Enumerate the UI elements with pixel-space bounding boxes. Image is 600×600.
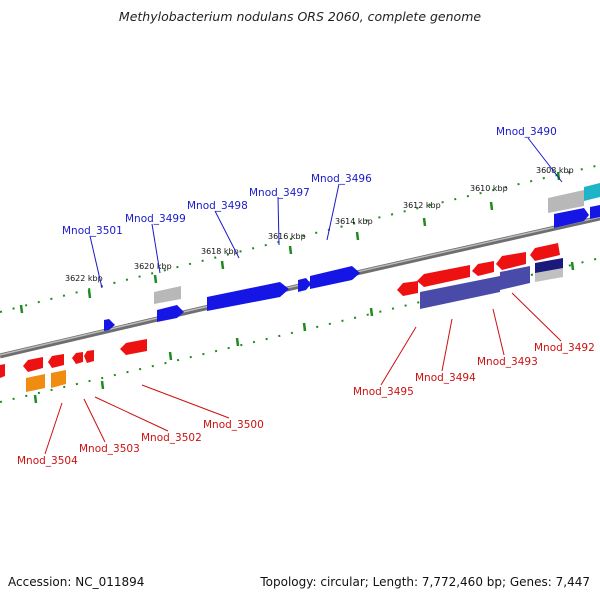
gene-label-mnod-3493[interactable]: Mnod_3493 [477,356,538,368]
gene-label-mnod-3502[interactable]: Mnod_3502 [141,432,202,444]
gene-feature[interactable] [554,208,589,228]
scale-label-3612: 3612 kbp [403,201,441,210]
gene-label-mnod-3492[interactable]: Mnod_3492 [534,342,595,354]
gene-label-mnod-3498[interactable]: Mnod_3498 [187,200,248,212]
gene-label-mnod-3497[interactable]: Mnod_3497 [249,187,310,199]
gene-feature[interactable] [104,319,115,331]
gene-feature[interactable] [472,261,494,276]
gene-feature[interactable] [84,350,94,363]
gene-feature[interactable] [298,278,311,292]
gene-label-mnod-3494[interactable]: Mnod_3494 [415,372,476,384]
gene-label-mnod-3500[interactable]: Mnod_3500 [203,419,264,431]
gene-feature[interactable] [590,205,600,219]
gene-feature[interactable] [23,357,43,372]
gene-feature[interactable] [207,282,289,311]
scale-label-3610: 3610 kbp [470,184,508,193]
forward-gene-labels: Mnod_3490 Mnod_3496 Mnod_3497 Mnod_3498 … [62,126,557,237]
gene-label-mnod-3495[interactable]: Mnod_3495 [353,386,414,398]
accession-text: Accession: NC_011894 [8,575,145,589]
gene-feature[interactable] [530,243,560,261]
gene-feature[interactable] [500,266,530,290]
gene-label-mnod-3504[interactable]: Mnod_3504 [17,455,78,467]
gene-feature[interactable] [48,354,64,368]
forward-label-leaders [89,137,563,289]
gene-feature[interactable] [120,339,147,355]
gene-label-mnod-3490[interactable]: Mnod_3490 [496,126,557,138]
map-title: Methylobacterium nodulans ORS 2060, comp… [118,9,482,24]
gene-feature[interactable] [310,266,360,289]
gene-feature[interactable] [535,268,563,282]
gene-label-mnod-3501[interactable]: Mnod_3501 [62,225,123,237]
scale-label-3622: 3622 kbp [65,274,103,283]
gene-label-mnod-3499[interactable]: Mnod_3499 [125,213,186,225]
reverse-genes [0,243,563,392]
scale-label-3608: 3608 kbp [536,166,574,175]
gene-feature[interactable] [397,281,418,296]
gene-feature[interactable] [72,352,83,364]
gene-feature[interactable] [157,305,184,322]
reverse-gene-labels: Mnod_3492 Mnod_3493 Mnod_3494 Mnod_3495 … [17,342,595,467]
gene-feature[interactable] [420,276,500,309]
scale-label-3616: 3616 kbp [268,232,306,241]
forward-genes [104,183,600,331]
scale-labels: 3608 kbp 3610 kbp 3612 kbp 3614 kbp 3616… [65,166,574,283]
gene-feature[interactable] [26,374,45,392]
scale-label-3618: 3618 kbp [201,247,239,256]
gene-feature[interactable] [584,183,600,201]
genome-summary-text: Topology: circular; Length: 7,772,460 bp… [260,575,590,589]
gene-feature[interactable] [548,190,584,213]
reverse-label-leaders [44,292,562,455]
gene-feature[interactable] [0,364,5,378]
scale-label-3614: 3614 kbp [335,217,373,226]
gene-feature[interactable] [496,252,526,270]
gene-feature[interactable] [154,286,181,304]
gene-feature[interactable] [417,265,470,287]
gene-label-mnod-3496[interactable]: Mnod_3496 [311,173,372,185]
gene-label-mnod-3503[interactable]: Mnod_3503 [79,443,140,455]
scale-label-3620: 3620 kbp [134,262,172,271]
gene-feature[interactable] [51,370,66,388]
